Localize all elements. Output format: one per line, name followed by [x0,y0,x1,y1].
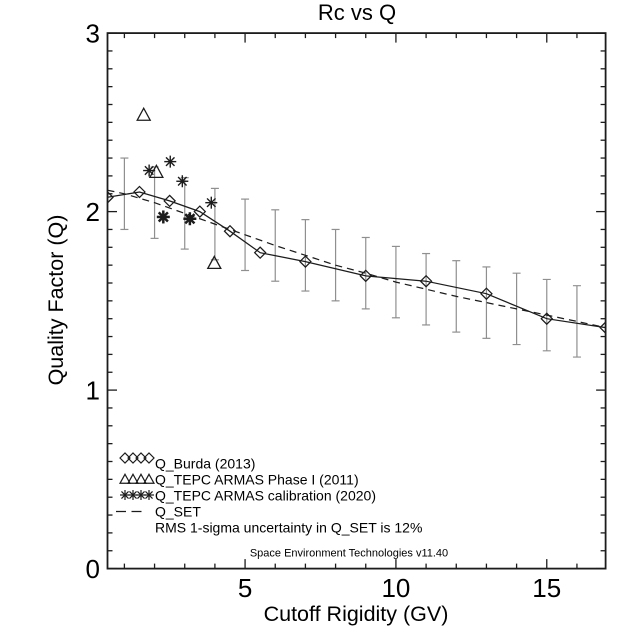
data-layer [107,106,606,358]
diamond-legend-icon [119,452,155,464]
legend-label: RMS 1-sigma uncertainty in Q_SET is 12% [155,520,422,536]
legend-label: Q_TEPC ARMAS calibration (2020) [155,488,376,504]
x-axis-label-text: Cutoff Rigidity (GV) [264,602,449,626]
tepc-phase1-triangle-markers [136,106,222,270]
x-axis-label: Cutoff Rigidity (GV) [264,602,449,626]
legend-row: Q_SET [116,504,201,520]
legend: Q_Burda (2013)Q_TEPC ARMAS Phase I (2011… [116,452,422,536]
qset-dashed-line [107,189,606,329]
legend-row: RMS 1-sigma uncertainty in Q_SET is 12% [155,520,422,536]
x-tick-label: 5 [238,573,252,603]
legend-label: Q_TEPC ARMAS Phase I (2011) [155,472,359,488]
y-axis-label: Quality Factor (Q) [44,215,68,386]
legend-label: Q_SET [155,504,201,520]
legend-row: Q_Burda (2013) [119,452,255,472]
chart-title-text: Rc vs Q [318,0,396,25]
credit-note: Space Environment Technologies v11.40 [250,548,448,560]
y-tick-labels: 0 1 2 3 [86,19,100,584]
x-tick-label: 15 [532,573,561,603]
qset-error-bars [120,157,581,358]
tepc-calibration-asterisk-markers [143,155,218,226]
triangle-legend-icon [118,473,156,484]
axes [106,32,607,570]
burda-diamond-markers [107,185,606,335]
y-tick-label: 3 [86,19,100,49]
credit-note-text: Space Environment Technologies v11.40 [250,548,448,560]
chart-title: Rc vs Q [318,0,396,25]
y-tick-label: 1 [86,376,100,406]
burda-line [107,191,606,329]
y-tick-label: 2 [86,197,100,227]
x-tick-labels: 5 10 15 [238,573,561,603]
asterisk-legend-icon [120,490,154,500]
y-axis-label-text: Quality Factor (Q) [44,215,68,386]
y-tick-label: 0 [86,554,100,584]
legend-row: Q_TEPC ARMAS calibration (2020) [120,488,376,504]
legend-label: Q_Burda (2013) [155,456,255,472]
x-tick-label: 10 [381,573,410,603]
legend-row: Q_TEPC ARMAS Phase I (2011) [118,472,359,488]
